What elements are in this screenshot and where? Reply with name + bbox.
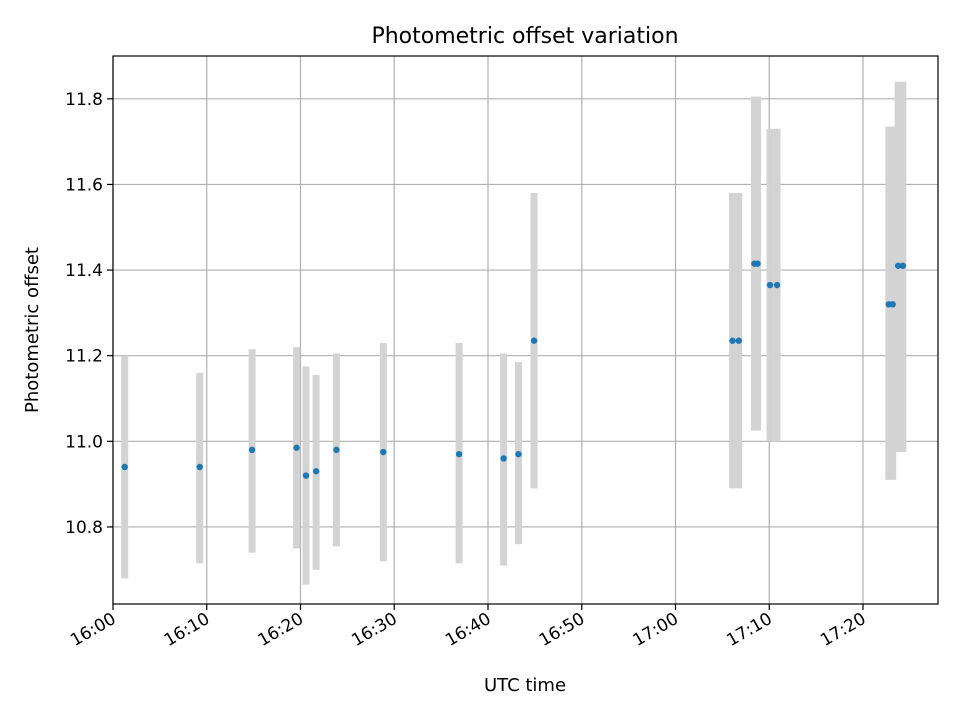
x-tick-label: 17:20 <box>817 609 869 651</box>
data-point <box>302 472 310 479</box>
y-tick-label: 10.8 <box>65 518 103 538</box>
data-point <box>530 337 538 344</box>
x-tick-label: 16:50 <box>536 609 588 651</box>
data-point <box>735 337 742 344</box>
errorbar-layer <box>121 81 907 585</box>
grid-layer <box>112 56 938 604</box>
data-point <box>754 260 761 267</box>
point-layer <box>121 260 907 479</box>
data-point <box>293 444 300 451</box>
data-point <box>894 262 902 269</box>
x-tick-label: 17:00 <box>630 609 682 651</box>
data-point <box>121 463 128 471</box>
data-point <box>500 455 507 462</box>
y-axis-label: Photometric offset <box>22 247 43 413</box>
data-point <box>515 450 522 458</box>
y-tick-label: 11.0 <box>65 432 103 452</box>
data-point <box>333 446 340 454</box>
x-tick-label: 16:30 <box>348 609 400 651</box>
y-tick-label: 11.6 <box>65 175 103 195</box>
data-point <box>455 450 463 458</box>
x-tick-label: 16:00 <box>67 609 119 651</box>
data-point <box>899 262 907 269</box>
x-tick-label: 16:20 <box>255 609 307 651</box>
tick-layer: 16:00 16:10 16:20 16:30 16:40 16:50 17:00 17:10… <box>65 90 869 651</box>
data-point <box>889 301 896 308</box>
y-tick-label: 11.4 <box>65 261 103 281</box>
data-point <box>380 448 387 456</box>
x-axis-label: UTC time <box>484 675 566 696</box>
data-point <box>729 337 736 344</box>
y-tick-label: 11.2 <box>65 347 103 367</box>
x-tick-label: 17:10 <box>723 609 775 651</box>
chart-title: Photometric offset variation <box>371 24 678 49</box>
data-point <box>312 468 320 475</box>
y-tick-label: 11.8 <box>65 90 103 110</box>
x-tick-label: 16:40 <box>442 609 494 651</box>
plot-frame <box>112 55 939 605</box>
data-point <box>773 281 781 289</box>
data-point <box>196 463 203 471</box>
data-point <box>248 446 256 454</box>
data-point <box>766 281 774 289</box>
x-tick-label: 16:10 <box>161 609 213 651</box>
